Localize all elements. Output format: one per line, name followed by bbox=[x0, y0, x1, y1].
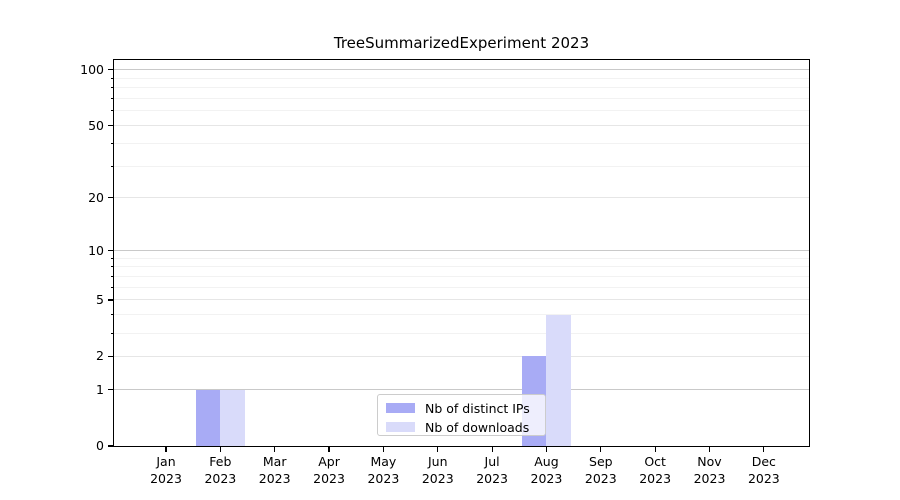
x-axis-label-apr: Apr 2023 bbox=[313, 454, 345, 486]
y-axis-tick bbox=[108, 249, 114, 252]
x-axis-tick bbox=[708, 446, 711, 452]
x-axis-label-jun: Jun 2023 bbox=[421, 454, 454, 486]
gridline-minor bbox=[114, 266, 809, 268]
y-axis-minor-tick bbox=[111, 98, 114, 100]
x-axis-tick bbox=[600, 446, 602, 452]
legend-swatch-distinct-ips bbox=[386, 403, 415, 413]
x-axis-tick bbox=[382, 446, 384, 452]
bar-distinct-ips-feb bbox=[195, 389, 221, 446]
y-axis-tick bbox=[108, 388, 114, 391]
bar-downloads-aug bbox=[546, 314, 571, 446]
y-axis-tick bbox=[108, 445, 114, 447]
x-axis-tick bbox=[654, 446, 656, 452]
y-axis-label: 10 bbox=[88, 242, 104, 258]
x-axis-label-mar: Mar 2023 bbox=[258, 454, 291, 486]
y-axis-tick bbox=[108, 124, 114, 127]
y-axis-minor-tick bbox=[111, 257, 114, 259]
y-axis-label: 2 bbox=[96, 348, 104, 364]
gridline-minor bbox=[114, 314, 809, 316]
gridline-decade bbox=[114, 389, 809, 390]
y-axis-minor-tick bbox=[111, 77, 114, 79]
gridline-minor bbox=[114, 87, 809, 89]
legend-entry-distinct-ips: Nb of distinct IPs bbox=[378, 400, 545, 416]
y-axis-label: 0 bbox=[96, 438, 104, 453]
x-axis-tick bbox=[545, 446, 548, 452]
x-axis-label-may: May 2023 bbox=[367, 454, 400, 486]
x-axis-label-sep: Sep 2023 bbox=[584, 454, 617, 486]
gridline-major bbox=[114, 299, 809, 301]
y-axis-tick bbox=[108, 299, 114, 301]
x-axis-tick bbox=[763, 446, 765, 452]
x-axis-tick bbox=[165, 446, 167, 452]
gridline-minor bbox=[114, 142, 809, 144]
x-axis-label-aug: Aug 2023 bbox=[530, 454, 563, 486]
y-axis-minor-tick bbox=[111, 332, 114, 334]
legend-entry-downloads: Nb of downloads bbox=[378, 419, 545, 435]
x-axis-tick bbox=[437, 446, 439, 452]
gridline-minor bbox=[114, 110, 809, 112]
y-axis-minor-tick bbox=[111, 266, 114, 268]
x-axis-label-feb: Feb 2023 bbox=[204, 454, 237, 486]
gridline-major bbox=[114, 125, 809, 127]
y-axis-label: 1 bbox=[96, 381, 104, 397]
y-axis-minor-tick bbox=[111, 142, 114, 144]
y-axis-tick bbox=[108, 355, 114, 358]
gridline-minor bbox=[114, 77, 809, 79]
gridline-minor bbox=[114, 286, 809, 288]
y-axis-label: 20 bbox=[88, 189, 104, 205]
gridline-major bbox=[114, 355, 809, 357]
gridline-minor bbox=[114, 257, 809, 259]
y-axis-minor-tick bbox=[111, 87, 114, 89]
legend-label-downloads: Nb of downloads bbox=[425, 419, 530, 435]
y-axis-minor-tick bbox=[111, 110, 114, 112]
chart-title: TreeSummarizedExperiment 2023 bbox=[333, 34, 590, 52]
y-axis-minor-tick bbox=[111, 314, 114, 316]
x-axis-tick bbox=[219, 446, 221, 452]
legend: Nb of distinct IPs Nb of downloads bbox=[377, 394, 546, 436]
plot-area bbox=[113, 59, 810, 447]
y-axis-label: 50 bbox=[88, 117, 104, 133]
legend-swatch-downloads bbox=[386, 422, 415, 432]
bar-downloads-feb bbox=[220, 389, 245, 446]
x-axis-tick bbox=[274, 446, 276, 452]
y-axis-minor-tick bbox=[111, 286, 114, 288]
x-axis-tick bbox=[328, 446, 330, 452]
y-axis-label: 5 bbox=[96, 291, 104, 307]
y-axis-tick bbox=[108, 197, 114, 199]
x-axis-label-jul: Jul 2023 bbox=[476, 454, 508, 486]
y-axis-tick bbox=[108, 69, 114, 71]
x-axis-label-dec: Dec 2023 bbox=[747, 454, 780, 486]
x-axis-label-oct: Oct 2023 bbox=[639, 454, 672, 486]
x-axis-tick bbox=[491, 446, 493, 452]
y-axis-minor-tick bbox=[111, 276, 114, 278]
y-axis-minor-tick bbox=[111, 165, 114, 167]
y-axis-label: 100 bbox=[80, 61, 104, 77]
x-axis-label-nov: Nov 2023 bbox=[693, 454, 726, 486]
gridline-decade bbox=[114, 250, 809, 252]
gridline-minor bbox=[114, 98, 809, 100]
gridline-minor bbox=[114, 276, 809, 278]
gridline-minor bbox=[114, 332, 809, 334]
gridline-minor bbox=[114, 165, 809, 167]
x-axis-label-jan: Jan 2023 bbox=[150, 454, 182, 486]
gridline-major bbox=[114, 197, 809, 199]
legend-label-distinct-ips: Nb of distinct IPs bbox=[425, 400, 530, 416]
gridline-decade bbox=[114, 69, 809, 71]
